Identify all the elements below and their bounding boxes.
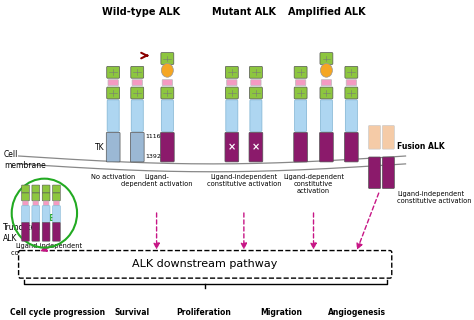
FancyBboxPatch shape bbox=[225, 132, 239, 162]
FancyBboxPatch shape bbox=[43, 201, 49, 205]
FancyBboxPatch shape bbox=[22, 185, 29, 193]
FancyBboxPatch shape bbox=[320, 87, 333, 99]
Text: Ligand-independent
constitutive activation: Ligand-independent constitutive activati… bbox=[11, 243, 86, 256]
FancyBboxPatch shape bbox=[369, 125, 381, 149]
FancyBboxPatch shape bbox=[227, 80, 237, 85]
FancyBboxPatch shape bbox=[107, 87, 119, 99]
Text: Amplified ALK: Amplified ALK bbox=[288, 7, 365, 17]
FancyBboxPatch shape bbox=[22, 222, 29, 241]
Text: 1392: 1392 bbox=[145, 155, 161, 159]
FancyBboxPatch shape bbox=[53, 193, 60, 201]
Text: ×: × bbox=[252, 142, 260, 152]
FancyBboxPatch shape bbox=[42, 193, 50, 201]
Text: Truncated
ALK: Truncated ALK bbox=[3, 223, 41, 243]
FancyBboxPatch shape bbox=[54, 201, 59, 205]
FancyBboxPatch shape bbox=[346, 100, 357, 132]
FancyBboxPatch shape bbox=[225, 66, 238, 78]
FancyBboxPatch shape bbox=[320, 100, 332, 132]
FancyBboxPatch shape bbox=[32, 222, 40, 241]
FancyBboxPatch shape bbox=[250, 100, 262, 132]
FancyBboxPatch shape bbox=[226, 100, 238, 132]
FancyBboxPatch shape bbox=[32, 193, 40, 201]
Text: Ligand-independent
constitutive activation: Ligand-independent constitutive activati… bbox=[397, 191, 472, 204]
FancyBboxPatch shape bbox=[42, 222, 50, 241]
FancyBboxPatch shape bbox=[130, 132, 144, 162]
FancyBboxPatch shape bbox=[32, 185, 40, 193]
FancyBboxPatch shape bbox=[295, 100, 307, 132]
FancyBboxPatch shape bbox=[131, 66, 144, 78]
Text: Cell
membrane: Cell membrane bbox=[4, 150, 46, 170]
Text: Angiogenesis: Angiogenesis bbox=[328, 308, 385, 317]
FancyBboxPatch shape bbox=[369, 157, 381, 188]
FancyBboxPatch shape bbox=[321, 80, 332, 85]
Text: Fusion ALK: Fusion ALK bbox=[397, 142, 445, 151]
FancyBboxPatch shape bbox=[225, 87, 238, 99]
Text: Proliferation: Proliferation bbox=[176, 308, 231, 317]
Text: ×: × bbox=[228, 142, 236, 152]
Circle shape bbox=[161, 63, 173, 77]
FancyBboxPatch shape bbox=[42, 185, 50, 193]
FancyBboxPatch shape bbox=[107, 100, 119, 132]
FancyBboxPatch shape bbox=[249, 132, 263, 162]
FancyBboxPatch shape bbox=[345, 87, 358, 99]
FancyBboxPatch shape bbox=[294, 87, 307, 99]
Text: 1116: 1116 bbox=[145, 134, 161, 139]
FancyBboxPatch shape bbox=[161, 132, 174, 162]
FancyBboxPatch shape bbox=[249, 66, 262, 78]
FancyBboxPatch shape bbox=[53, 222, 60, 241]
FancyBboxPatch shape bbox=[320, 52, 333, 64]
FancyBboxPatch shape bbox=[22, 206, 29, 222]
FancyBboxPatch shape bbox=[345, 66, 358, 78]
Text: Mutant ALK: Mutant ALK bbox=[212, 7, 276, 17]
FancyBboxPatch shape bbox=[53, 185, 60, 193]
FancyBboxPatch shape bbox=[32, 206, 40, 222]
FancyBboxPatch shape bbox=[161, 87, 174, 99]
Text: Ligand-independent
constitutive activation: Ligand-independent constitutive activati… bbox=[207, 174, 281, 187]
FancyBboxPatch shape bbox=[346, 80, 356, 85]
Text: Migration: Migration bbox=[260, 308, 302, 317]
FancyBboxPatch shape bbox=[161, 100, 173, 132]
Text: Survival: Survival bbox=[115, 308, 150, 317]
FancyBboxPatch shape bbox=[162, 80, 173, 85]
Text: ER: ER bbox=[49, 213, 61, 222]
Text: Ligand-dependent
constitutive
activation: Ligand-dependent constitutive activation bbox=[283, 174, 344, 194]
FancyBboxPatch shape bbox=[33, 201, 38, 205]
FancyBboxPatch shape bbox=[53, 206, 60, 222]
FancyBboxPatch shape bbox=[106, 132, 120, 162]
FancyBboxPatch shape bbox=[295, 80, 306, 85]
FancyBboxPatch shape bbox=[18, 251, 392, 278]
FancyBboxPatch shape bbox=[131, 100, 143, 132]
Text: TK: TK bbox=[95, 143, 104, 152]
Text: Wild-type ALK: Wild-type ALK bbox=[102, 7, 181, 17]
Text: No activation: No activation bbox=[91, 174, 135, 180]
FancyBboxPatch shape bbox=[345, 132, 358, 162]
FancyBboxPatch shape bbox=[294, 66, 307, 78]
FancyBboxPatch shape bbox=[319, 132, 333, 162]
FancyBboxPatch shape bbox=[383, 125, 394, 149]
Text: Ligand-
dependent activation: Ligand- dependent activation bbox=[121, 174, 192, 187]
Text: Cell cycle progression: Cell cycle progression bbox=[10, 308, 105, 317]
FancyBboxPatch shape bbox=[22, 193, 29, 201]
FancyBboxPatch shape bbox=[251, 80, 261, 85]
Text: ALK downstream pathway: ALK downstream pathway bbox=[133, 259, 278, 269]
FancyBboxPatch shape bbox=[132, 80, 142, 85]
FancyBboxPatch shape bbox=[108, 80, 118, 85]
FancyBboxPatch shape bbox=[42, 206, 50, 222]
FancyBboxPatch shape bbox=[249, 87, 262, 99]
Circle shape bbox=[320, 63, 332, 77]
FancyBboxPatch shape bbox=[131, 87, 144, 99]
FancyBboxPatch shape bbox=[383, 157, 394, 188]
FancyBboxPatch shape bbox=[107, 66, 119, 78]
FancyBboxPatch shape bbox=[161, 52, 174, 64]
FancyBboxPatch shape bbox=[23, 201, 28, 205]
FancyBboxPatch shape bbox=[294, 132, 308, 162]
